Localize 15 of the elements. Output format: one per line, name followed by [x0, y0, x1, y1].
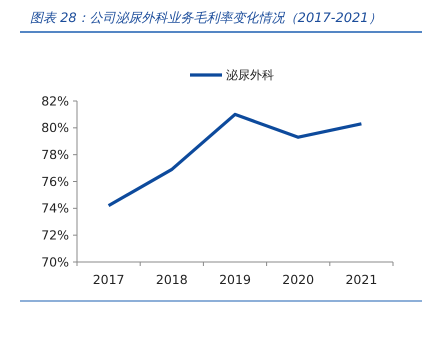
y-tick-label: 76%: [41, 174, 70, 189]
y-tick-label: 74%: [41, 200, 70, 216]
line-series: [107, 112, 363, 208]
x-tick-label: 2021: [345, 272, 378, 287]
y-tick-label: 70%: [41, 254, 70, 270]
chart-title: 图表 28：公司泌尿外科业务毛利率变化情况（2017-2021）: [30, 10, 382, 26]
legend-label: 泌尿外科: [226, 68, 274, 82]
x-tick-label: 2019: [219, 272, 251, 287]
y-tick-label: 82%: [41, 93, 70, 108]
x-tick-label: 2018: [156, 272, 188, 287]
x-tick-label: 2017: [92, 272, 125, 287]
y-tick-label: 78%: [41, 147, 70, 162]
y-tick-label: 72%: [41, 228, 70, 243]
x-tick-label: 2020: [282, 272, 314, 287]
y-tick-label: 80%: [41, 120, 70, 136]
